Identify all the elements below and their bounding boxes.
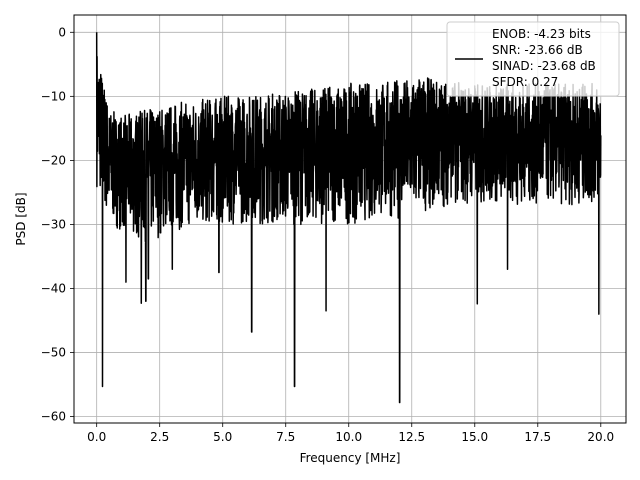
x-tick-label: 0.0	[87, 430, 106, 444]
legend: ENOB: -4.23 bits SNR: -23.66 dB SINAD: -…	[446, 21, 620, 97]
y-tick-label: −10	[41, 89, 66, 103]
legend-line-sinad: SINAD: -23.68 dB	[492, 59, 596, 73]
x-tick-label: 20.0	[587, 430, 614, 444]
legend-line-sfdr: SFDR: 0.27	[492, 75, 558, 89]
x-tick-label: 5.0	[213, 430, 232, 444]
y-tick-label: 0	[58, 25, 66, 39]
y-tick-label: −40	[41, 281, 66, 295]
x-tick-label: 7.5	[276, 430, 295, 444]
x-tick-label: 10.0	[335, 430, 362, 444]
psd-series-line	[95, 32, 602, 404]
legend-line-snr: SNR: -23.66 dB	[492, 43, 583, 57]
y-axis-ticks: 0 −10 −20 −30 −40 −50 −60	[41, 25, 74, 424]
y-tick-label: −30	[41, 217, 66, 231]
x-tick-label: 12.5	[398, 430, 425, 444]
legend-line-enob: ENOB: -4.23 bits	[492, 27, 591, 41]
x-tick-label: 15.0	[461, 430, 488, 444]
x-axis-ticks: 0.0 2.5 5.0 7.5 10.0 12.5 15.0 17.5 20.0	[87, 423, 614, 444]
x-tick-label: 2.5	[150, 430, 169, 444]
y-tick-label: −20	[41, 153, 66, 167]
x-axis-label: Frequency [MHz]	[300, 451, 401, 465]
plot-frame	[73, 14, 627, 424]
y-tick-label: −50	[41, 346, 66, 360]
legend-box	[446, 21, 620, 97]
x-tick-label: 17.5	[524, 430, 551, 444]
y-axis-label: PSD [dB]	[14, 192, 28, 245]
y-tick-label: −60	[41, 410, 66, 424]
